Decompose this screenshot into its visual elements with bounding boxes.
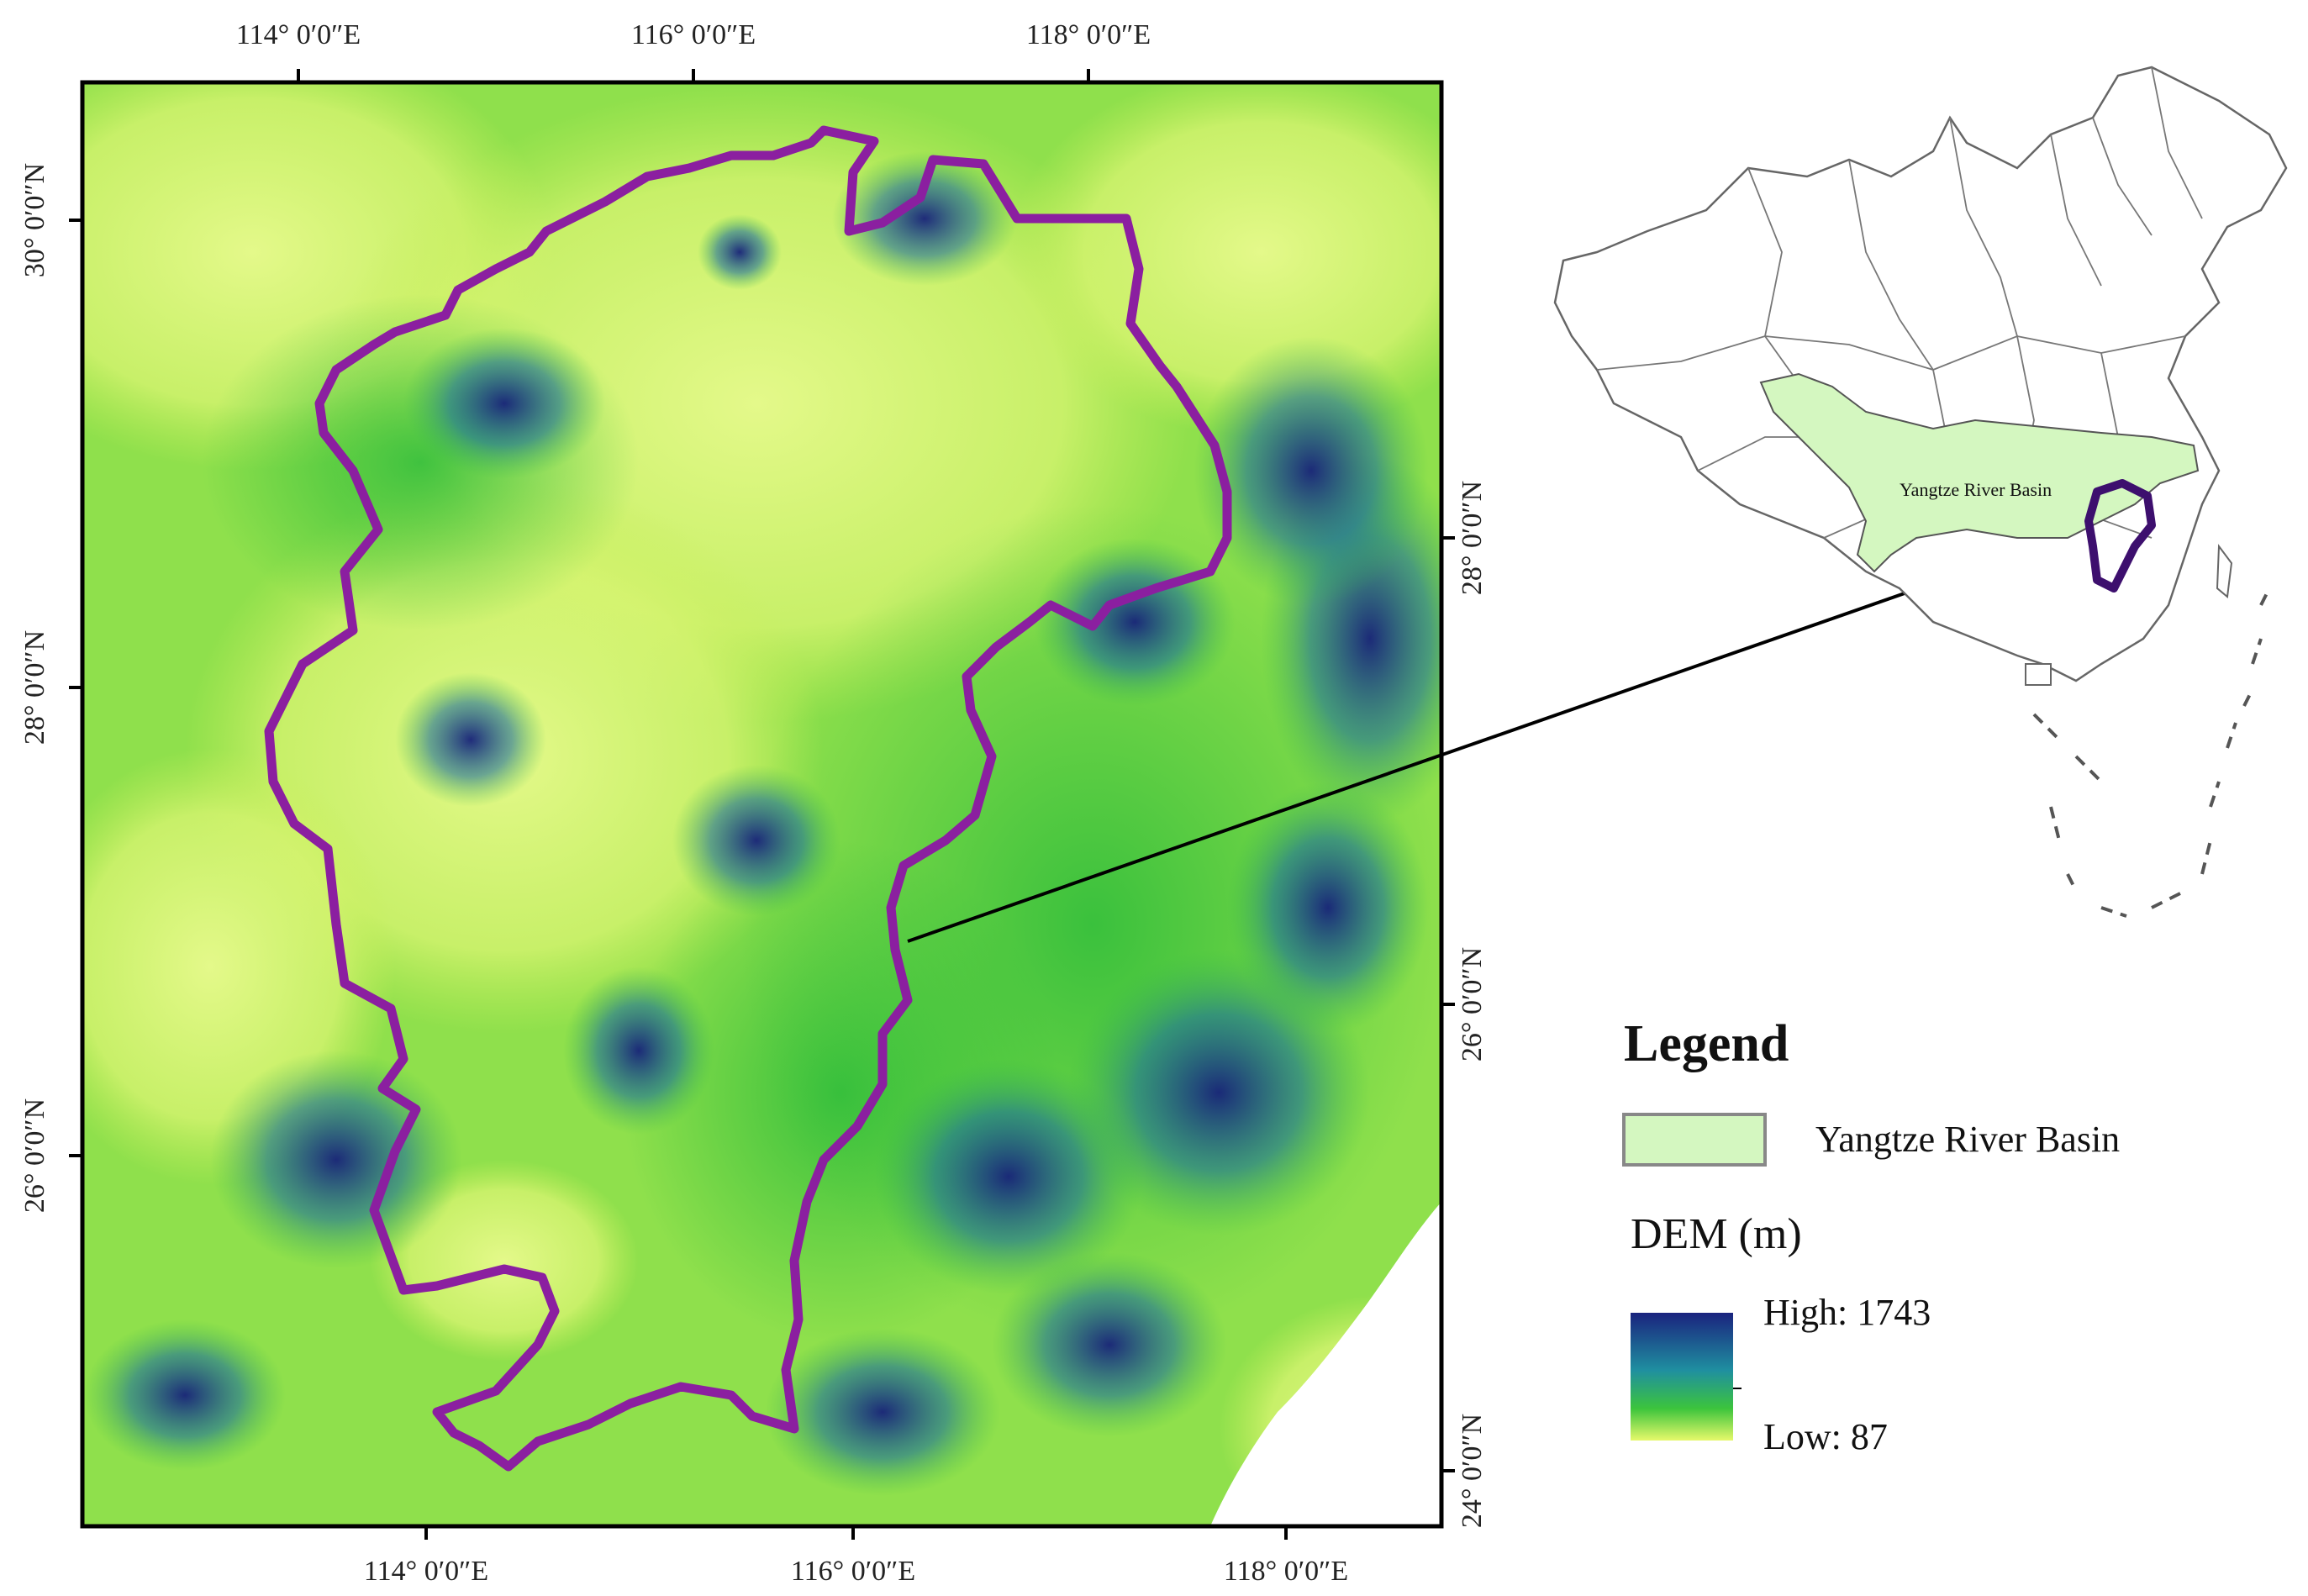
south-china-sea-boundary: [2032, 587, 2271, 918]
study-area-highlight: [2084, 479, 2156, 593]
legend-title: Legend: [1624, 1015, 1789, 1072]
inset-basin-label: Yangtze River Basin: [1900, 479, 2052, 500]
top-axis-label-2: 116° 0′0″E: [631, 19, 756, 50]
legend-dem-title: DEM (m): [1631, 1210, 1802, 1258]
top-axis-label-3: 118° 0′0″E: [1026, 19, 1151, 50]
bottom-axis-label-1: 114° 0′0″E: [364, 1556, 488, 1587]
top-axis-label-1: 114° 0′0″E: [236, 19, 361, 50]
china-outline: [1553, 66, 2288, 682]
left-axis-label-3: 26° 0′0″N: [19, 1098, 50, 1213]
right-axis-label-3: 24° 0′0″N: [1457, 1414, 1488, 1528]
bottom-axis-label-3: 118° 0′0″E: [1224, 1556, 1348, 1587]
legend-basin-label: Yangtze River Basin: [1815, 1119, 2120, 1160]
connector-line: [907, 536, 2064, 943]
hainan-island: [2025, 663, 2052, 686]
dem-low-label: Low: 87: [1763, 1416, 1888, 1457]
basin-boundary: [264, 125, 1232, 1472]
right-axis-label-1: 28° 0′0″N: [1457, 481, 1488, 595]
axis-ticks: [69, 69, 1455, 1540]
dem-high-label: High: 1743: [1763, 1292, 1931, 1333]
right-axis-label-2: 26° 0′0″N: [1457, 947, 1488, 1061]
dem-color-ramp: [1631, 1313, 1733, 1441]
taiwan-island: [2216, 544, 2233, 598]
inset-china-map: Yangtze River Basin: [1553, 66, 2288, 918]
legend: Legend Yangtze River Basin DEM (m) High:…: [1622, 1015, 2120, 1457]
left-axis-label-2: 28° 0′0″N: [19, 630, 50, 745]
left-axis-label-1: 30° 0′0″N: [19, 163, 50, 277]
legend-basin-swatch: [1622, 1113, 1767, 1167]
bottom-axis-label-2: 116° 0′0″E: [791, 1556, 915, 1587]
